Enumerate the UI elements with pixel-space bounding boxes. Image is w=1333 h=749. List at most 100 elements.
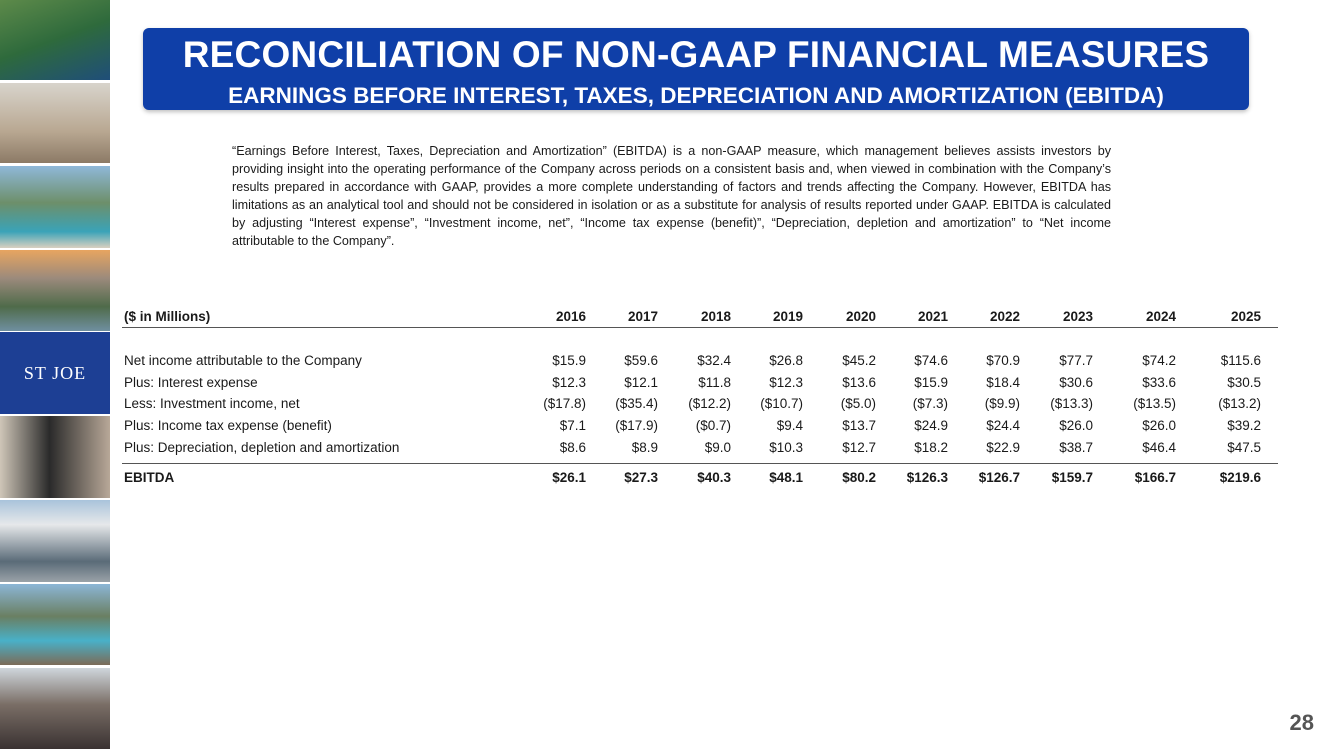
data-row: Plus: Interest expense $12.3 $12.1 $11.8 $12… xyxy=(122,372,1278,394)
data-row: Less: Investment income, net ($17.8) ($35.… xyxy=(122,393,1278,415)
cell-value: ($10.7) xyxy=(760,396,803,412)
reconciliation-table: ($ in Millions) 2016 2017 2018 2019 2020 2021 2… xyxy=(122,305,1278,490)
cell-value: $59.6 xyxy=(624,353,658,369)
cell-value: $24.4 xyxy=(986,418,1020,434)
logo-block: ST JOE xyxy=(0,332,110,414)
cell-value: $12.3 xyxy=(552,374,586,390)
cell-value: ($9.9) xyxy=(984,396,1020,412)
column-header: 2022 xyxy=(948,305,1020,328)
cell-value: $126.7 xyxy=(948,462,1020,490)
photo xyxy=(0,584,110,665)
cell-value: $27.3 xyxy=(586,462,658,490)
cell-value: ($7.3) xyxy=(912,396,948,412)
column-header: 2016 xyxy=(522,305,586,328)
cell-value: $33.6 xyxy=(1142,374,1176,390)
cell-value: $166.7 xyxy=(1093,462,1176,490)
cell-value: $38.7 xyxy=(1059,439,1093,455)
data-row: Plus: Depreciation, depletion and amorti… xyxy=(122,436,1278,458)
cell-value: $47.5 xyxy=(1227,439,1261,455)
row-label: Plus: Income tax expense (benefit) xyxy=(124,418,332,434)
cell-value: ($17.9) xyxy=(615,418,658,434)
cell-value: $26.1 xyxy=(522,462,586,490)
cell-value: $30.5 xyxy=(1227,374,1261,390)
cell-value: $26.0 xyxy=(1142,418,1176,434)
subtitle: EARNINGS BEFORE INTEREST, TAXES, DEPRECI… xyxy=(228,83,1164,108)
cell-value: $30.6 xyxy=(1059,374,1093,390)
cell-value: ($13.2) xyxy=(1218,396,1261,412)
photo xyxy=(0,500,110,582)
row-label: Plus: Interest expense xyxy=(124,374,258,390)
cell-value: $15.9 xyxy=(914,374,948,390)
cell-value: ($35.4) xyxy=(615,396,658,412)
cell-value: $45.2 xyxy=(842,353,876,369)
column-header: 2020 xyxy=(803,305,876,328)
cell-value: $8.9 xyxy=(631,439,658,455)
cell-value: $8.6 xyxy=(559,439,586,455)
cell-value: $48.1 xyxy=(731,462,803,490)
title-banner: RECONCILIATION OF NON-GAAP FINANCIAL MEA… xyxy=(143,28,1249,110)
cell-value: $40.3 xyxy=(658,462,731,490)
cell-value: $24.9 xyxy=(914,418,948,434)
cell-value: $70.9 xyxy=(986,353,1020,369)
cell-value: $26.0 xyxy=(1059,418,1093,434)
unit-label: ($ in Millions) xyxy=(122,305,522,328)
header-row: ($ in Millions) 2016 2017 2018 2019 2020 2021 2… xyxy=(122,305,1278,328)
cell-value: $18.4 xyxy=(986,374,1020,390)
cell-value: ($13.5) xyxy=(1133,396,1176,412)
title: RECONCILIATION OF NON-GAAP FINANCIAL MEA… xyxy=(182,34,1210,75)
cell-value: $26.8 xyxy=(769,353,803,369)
column-header: 2025 xyxy=(1176,305,1278,328)
cell-value: $9.0 xyxy=(704,439,731,455)
photo xyxy=(0,166,110,248)
data-row: Net income attributable to the Company $1… xyxy=(122,350,1278,372)
photo xyxy=(0,83,110,163)
cell-value: $7.1 xyxy=(559,418,586,434)
cell-value: ($13.3) xyxy=(1050,396,1093,412)
row-label: Plus: Depreciation, depletion and amorti… xyxy=(124,439,400,455)
cell-value: $18.2 xyxy=(914,439,948,455)
cell-value: $39.2 xyxy=(1227,418,1261,434)
cell-value: $115.6 xyxy=(1220,353,1261,369)
cell-value: $10.3 xyxy=(769,439,803,455)
cell-value: $46.4 xyxy=(1142,439,1176,455)
cell-value: $32.4 xyxy=(697,353,731,369)
cell-value: $219.6 xyxy=(1176,462,1278,490)
total-row: EBITDA $26.1 $27.3 $40.3 $48.1 $80.2 $126.3 $12… xyxy=(122,462,1278,490)
cell-value: $11.8 xyxy=(698,374,731,390)
description: “Earnings Before Interest, Taxes, Deprec… xyxy=(232,144,1111,248)
cell-value: $15.9 xyxy=(552,353,586,369)
row-label: Net income attributable to the Company xyxy=(124,353,362,369)
cell-value: $126.3 xyxy=(876,462,948,490)
cell-value: $80.2 xyxy=(803,462,876,490)
column-header: 2017 xyxy=(586,305,658,328)
cell-value: ($17.8) xyxy=(543,396,586,412)
photo xyxy=(0,416,110,498)
page-number: 28 xyxy=(1289,710,1314,735)
row-label: Less: Investment income, net xyxy=(124,396,300,412)
cell-value: ($12.2) xyxy=(688,396,731,412)
column-header: 2019 xyxy=(731,305,803,328)
cell-value: $12.7 xyxy=(842,439,876,455)
column-header: 2023 xyxy=(1020,305,1093,328)
cell-value: $22.9 xyxy=(986,439,1020,455)
cell-value: $13.7 xyxy=(842,418,876,434)
cell-value: $12.3 xyxy=(769,374,803,390)
column-header: 2018 xyxy=(658,305,731,328)
cell-value: $159.7 xyxy=(1020,462,1093,490)
row-label: EBITDA xyxy=(122,462,522,490)
column-header: 2021 xyxy=(876,305,948,328)
photo xyxy=(0,668,110,749)
data-row: Plus: Income tax expense (benefit) $7.1 ($… xyxy=(122,415,1278,437)
photo xyxy=(0,250,110,331)
cell-value: $13.6 xyxy=(842,374,876,390)
column-header: 2024 xyxy=(1093,305,1176,328)
cell-value: $12.1 xyxy=(624,374,658,390)
cell-value: $74.2 xyxy=(1142,353,1176,369)
cell-value: $74.6 xyxy=(914,353,948,369)
cell-value: $9.4 xyxy=(776,418,803,434)
cell-value: $77.7 xyxy=(1059,353,1093,369)
photo xyxy=(0,0,110,80)
cell-value: ($5.0) xyxy=(840,396,876,412)
logo: ST JOE xyxy=(23,363,87,383)
